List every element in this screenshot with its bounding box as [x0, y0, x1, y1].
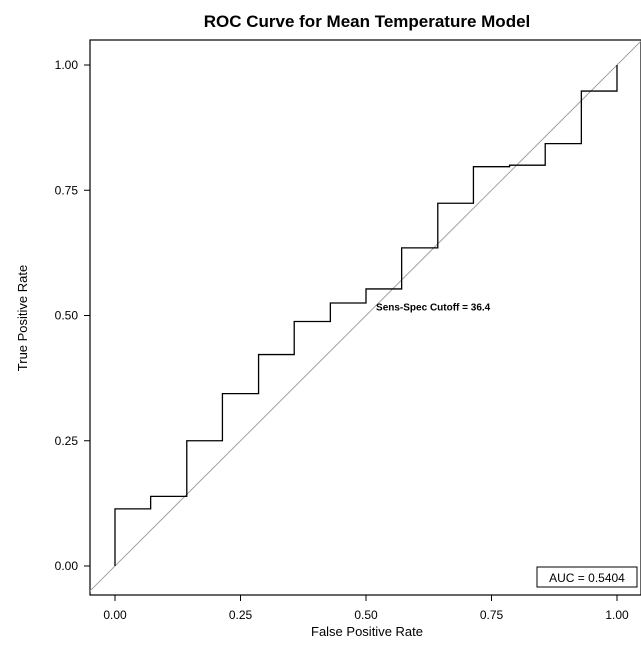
- y-axis-label: True Positive Rate: [15, 265, 30, 371]
- y-tick-label: 0.75: [55, 183, 79, 197]
- x-tick-label: 1.00: [605, 608, 629, 622]
- auc-box: AUC = 0.5404: [536, 566, 638, 588]
- reference-diagonal-line: [89, 40, 641, 592]
- auc-box-frame: [536, 566, 638, 588]
- x-axis: 0.00 0.25 0.50 0.75 1.00: [103, 595, 629, 622]
- auc-label: AUC = 0.5404: [549, 571, 625, 585]
- y-tick-label: 0.50: [55, 309, 79, 323]
- x-axis-label: False Positive Rate: [311, 624, 423, 639]
- x-tick-label: 0.00: [103, 608, 127, 622]
- y-tick-label: 0.25: [55, 434, 79, 448]
- x-tick-label: 0.50: [354, 608, 378, 622]
- x-tick-label: 0.75: [480, 608, 504, 622]
- y-axis: 0.00 0.25 0.50 0.75 1.00: [55, 58, 90, 573]
- x-tick-label: 0.25: [229, 608, 253, 622]
- cutoff-annotation: Sens-Spec Cutoff = 36.4: [376, 302, 491, 313]
- roc-curve-line: [114, 65, 618, 566]
- chart-title: ROC Curve for Mean Temperature Model: [204, 12, 531, 31]
- y-tick-label: 0.00: [55, 559, 79, 573]
- y-tick-label: 1.00: [55, 58, 79, 72]
